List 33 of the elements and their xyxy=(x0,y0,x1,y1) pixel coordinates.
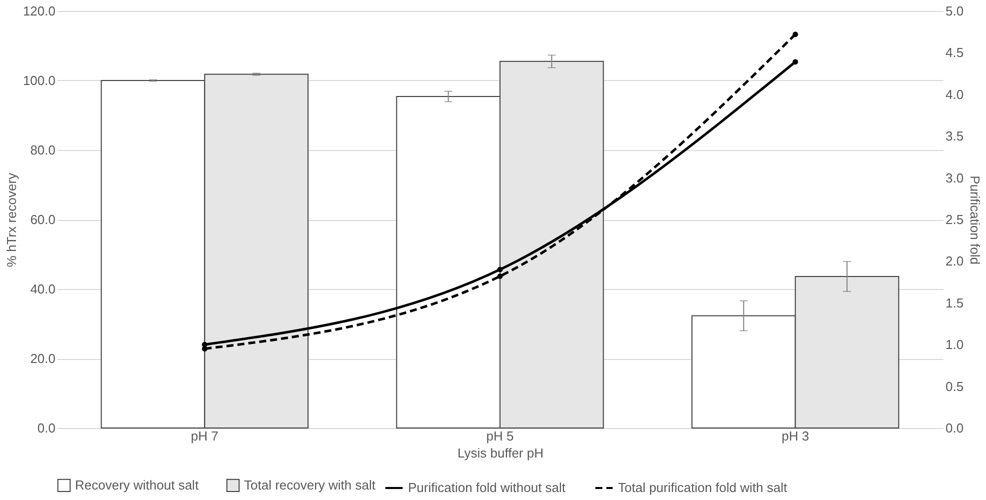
y-tick-label: 120.0 xyxy=(22,4,56,18)
y2-tick-label: 5.0 xyxy=(946,4,964,18)
y-tick-label: 40.0 xyxy=(30,282,56,296)
legend-label: Recovery without salt xyxy=(75,477,199,492)
y2-tick-label: 4.0 xyxy=(946,86,964,102)
y2-tick-label: 3.0 xyxy=(946,170,964,186)
x-tick-label: pH 5 xyxy=(486,428,514,444)
point xyxy=(497,266,503,272)
point xyxy=(497,273,503,279)
point xyxy=(202,346,208,352)
y2-tick-label: 2.5 xyxy=(946,212,964,227)
y2-tick-label: 1.5 xyxy=(946,295,964,310)
y-tick-label: 0.0 xyxy=(37,420,56,436)
x-tick-label: pH 3 xyxy=(782,428,810,444)
y-tick-label: 80.0 xyxy=(30,142,56,158)
point xyxy=(792,59,798,65)
point xyxy=(792,32,798,38)
x-tick-label: pH 7 xyxy=(190,428,218,444)
x-axis-title: Lysis buffer pH xyxy=(458,446,544,460)
y2-tick-label: 0.5 xyxy=(946,378,964,394)
y2-tick-label: 0.0 xyxy=(946,420,964,436)
y2-tick-label: 1.0 xyxy=(946,337,964,352)
y-tick-label: 60.0 xyxy=(30,212,56,227)
y-axis-title: % hTrx recovery xyxy=(4,172,19,268)
y2-tick-label: 3.5 xyxy=(946,128,964,144)
y-tick-label: 100.0 xyxy=(22,73,56,88)
legend-label: Total purification fold with salt xyxy=(618,480,788,495)
y2-tick-label: 2.0 xyxy=(946,254,964,269)
y2-tick-label: 4.5 xyxy=(946,45,964,60)
y2-axis-title: Purification fold xyxy=(968,176,983,264)
y-tick-label: 20.0 xyxy=(30,351,56,366)
legend-label: Total recovery with salt xyxy=(244,477,376,492)
legend-label: Purification fold without salt xyxy=(408,480,566,495)
